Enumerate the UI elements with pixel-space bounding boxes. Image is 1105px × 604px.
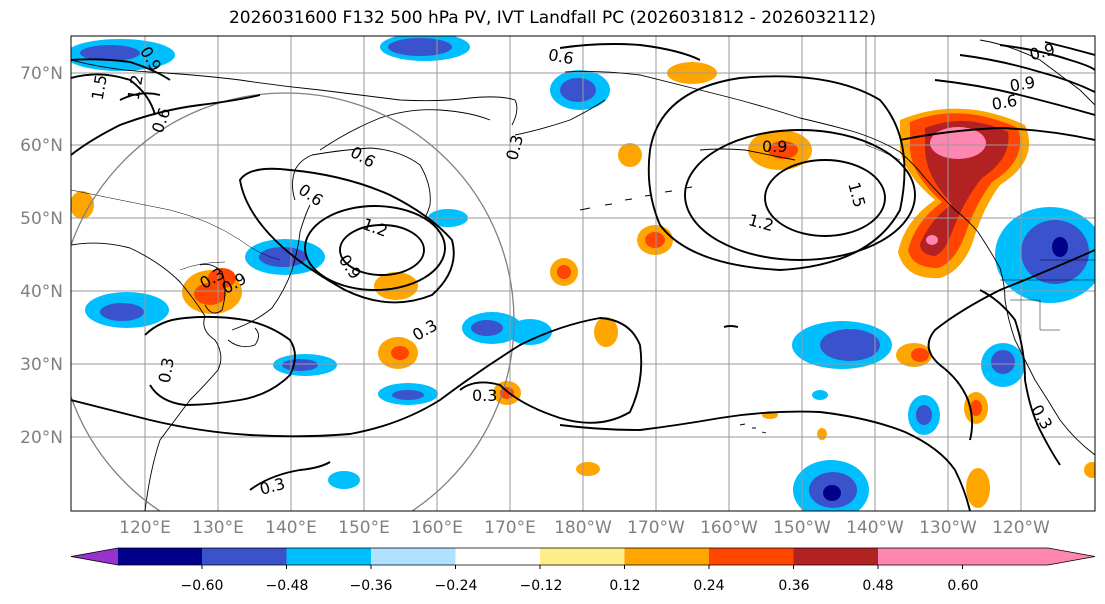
colorbar-segment <box>286 548 371 565</box>
lat-label: 20°N <box>20 428 63 448</box>
colorbar-outline <box>70 547 1096 566</box>
radius-circle <box>71 92 515 511</box>
colorbar-segment <box>202 548 287 565</box>
latitude-labels: 70°N 60°N 50°N 40°N 30°N 20°N <box>20 64 63 448</box>
pv-contours <box>71 41 1095 511</box>
colorbar-tick: −0.48 <box>266 578 309 594</box>
lon-label: 170°E <box>484 518 536 538</box>
lon-label: 160°W <box>700 518 758 538</box>
lat-label: 60°N <box>20 136 63 156</box>
colorbar-tick-labels: −0.60 −0.48 −0.36 −0.24 −0.12 0.12 0.24 … <box>181 578 979 594</box>
lon-label: 140°W <box>846 518 904 538</box>
contour-label: 0.3 <box>472 386 497 405</box>
lon-label: 150°W <box>773 518 831 538</box>
colorbar <box>70 547 1096 569</box>
colorbar-segment <box>118 548 202 565</box>
colorbar-segment <box>455 548 540 565</box>
colorbar-extend-max <box>1048 548 1095 565</box>
longitude-labels: 120°E 130°E 140°E 150°E 160°E 170°E 180°… <box>119 518 1050 538</box>
lon-label: 130°W <box>919 518 977 538</box>
map-title: 2026031600 F132 500 hPa PV, IVT Landfall… <box>228 8 876 28</box>
contour-label: 0.6 <box>990 91 1018 114</box>
lon-label: 160°E <box>411 518 463 538</box>
lat-label: 30°N <box>20 355 63 375</box>
colorbar-tick: −0.24 <box>435 578 478 594</box>
coastlines <box>71 39 1095 511</box>
colorbar-tick: −0.36 <box>350 578 393 594</box>
map-panel <box>71 36 1095 511</box>
colorbar-segment <box>878 548 1048 565</box>
colorbar-tick: 0.60 <box>947 578 978 594</box>
lat-label: 40°N <box>20 282 63 302</box>
graticule <box>71 36 1095 511</box>
lon-label: 140°E <box>265 518 317 538</box>
colorbar-tick: 0.12 <box>609 578 640 594</box>
colorbar-tick: 0.48 <box>862 578 893 594</box>
colorbar-tick: −0.12 <box>520 578 563 594</box>
colorbar-segment <box>624 548 709 565</box>
lon-label: 180°W <box>554 518 612 538</box>
lon-label: 120°E <box>119 518 171 538</box>
lon-label: 150°E <box>338 518 390 538</box>
colorbar-segment <box>709 548 794 565</box>
lon-label: 130°E <box>192 518 244 538</box>
colorbar-tick: −0.60 <box>181 578 224 594</box>
lat-label: 50°N <box>20 209 63 229</box>
lon-label: 170°W <box>627 518 685 538</box>
contour-label: 0.6 <box>547 45 575 68</box>
lon-label: 120°W <box>992 518 1050 538</box>
colorbar-tick: 0.36 <box>778 578 809 594</box>
colorbar-extend-min <box>71 548 118 565</box>
colorbar-segment <box>371 548 456 565</box>
contour-label: 1.2 <box>124 73 147 101</box>
borders <box>71 36 1095 331</box>
contour-label: 1.5 <box>88 73 111 101</box>
colorbar-tick: 0.24 <box>693 578 724 594</box>
positive-anomaly-shading <box>71 62 1095 508</box>
negative-anomaly-shading <box>71 36 1095 511</box>
colorbar-segment <box>540 548 625 565</box>
lat-label: 70°N <box>20 64 63 84</box>
colorbar-segment <box>793 548 878 565</box>
map-frame <box>70 35 1096 512</box>
contour-label: 0.9 <box>762 137 787 156</box>
contour-label: 0.3 <box>155 356 178 384</box>
contour-label: 0.9 <box>1008 72 1036 95</box>
